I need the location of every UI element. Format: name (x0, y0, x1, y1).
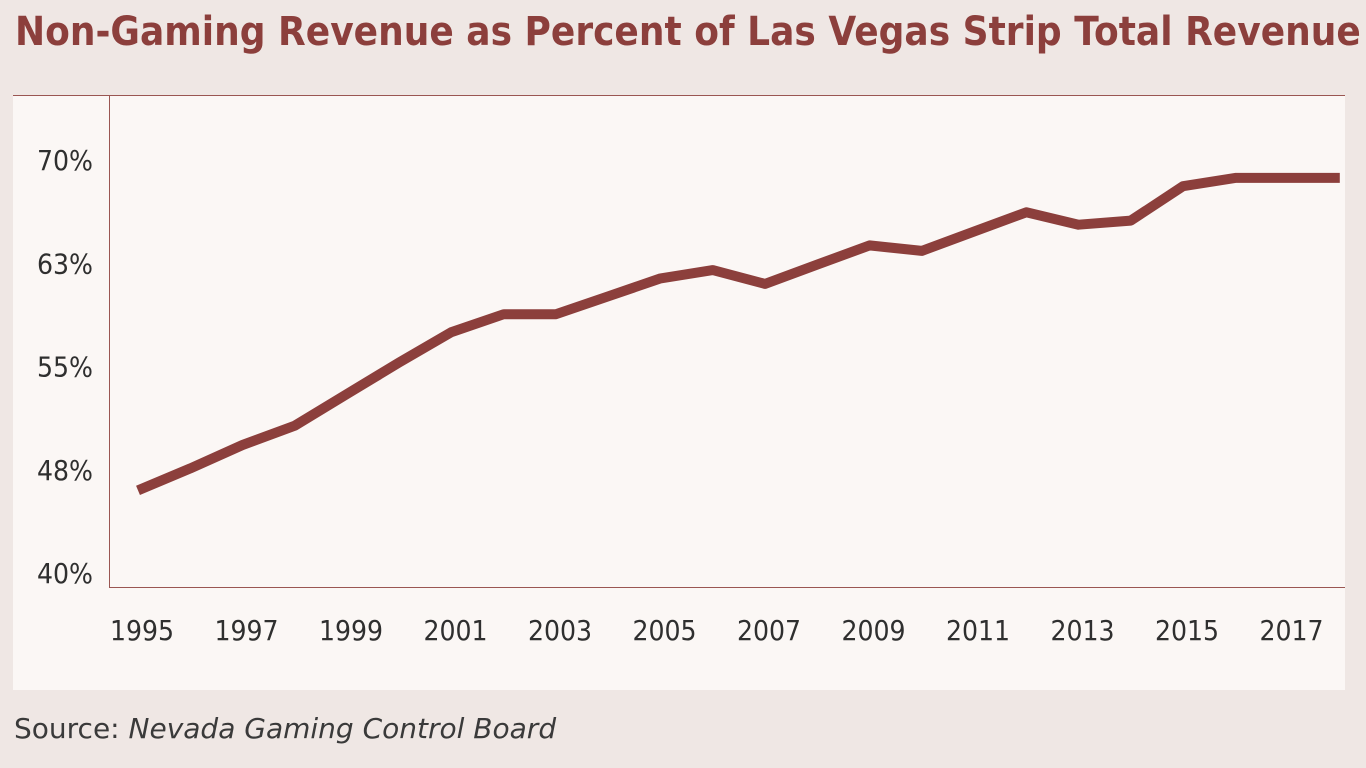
series-layer (136, 172, 1340, 496)
x-tick-label: 2011 (946, 614, 1010, 647)
plot-frame (13, 95, 1345, 588)
x-tick-label: 2015 (1155, 614, 1219, 647)
x-axis-ticks: 1995 1997 1999 2001 2003 2005 2007 2009 2011 2013… (110, 614, 1324, 647)
source-note: Source: Nevada Gaming Control Board (14, 711, 556, 747)
x-tick-label: 2001 (423, 614, 487, 647)
y-tick-label: 40% (37, 557, 93, 590)
source-prefix: Source: (14, 712, 120, 745)
series-line (136, 172, 1340, 496)
x-tick-label: 1997 (214, 614, 278, 647)
x-tick-label: 1999 (319, 614, 383, 647)
y-tick-label: 48% (37, 454, 93, 487)
y-tick-label: 63% (37, 247, 93, 280)
x-tick-label: 2003 (528, 614, 592, 647)
x-tick-label: 1995 (110, 614, 174, 647)
y-tick-label: 55% (37, 351, 93, 384)
line-chart: 40% 48% 55% 63% 70% 1995 1997 1999 2001 2003 2005… (13, 95, 1345, 647)
chart-title: Non-Gaming Revenue as Percent of Las Veg… (15, 9, 1361, 55)
x-tick-label: 2005 (632, 614, 696, 647)
source-name: Nevada Gaming Control Board (128, 712, 557, 745)
y-tick-label: 70% (37, 144, 93, 177)
x-tick-label: 2009 (841, 614, 905, 647)
y-axis-ticks: 40% 48% 55% 63% 70% (37, 144, 93, 590)
x-tick-label: 2013 (1050, 614, 1114, 647)
x-tick-label: 2017 (1259, 614, 1323, 647)
chart-panel: 40% 48% 55% 63% 70% 1995 1997 1999 2001 2003 2005… (13, 95, 1345, 690)
x-tick-label: 2007 (737, 614, 801, 647)
